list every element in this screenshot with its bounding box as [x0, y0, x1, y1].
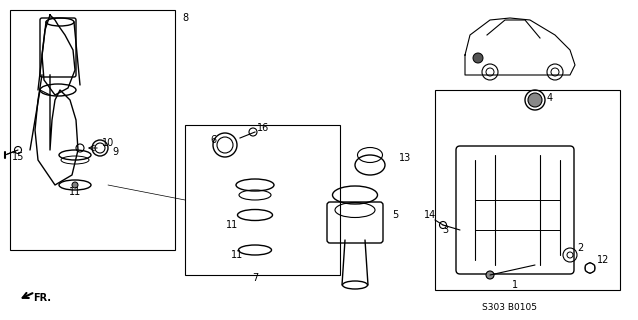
Text: 10: 10	[102, 138, 114, 148]
Text: 12: 12	[597, 255, 609, 265]
Circle shape	[486, 271, 494, 279]
Text: FR.: FR.	[33, 293, 51, 303]
Text: 1: 1	[512, 280, 518, 290]
Bar	[435, 90, 620, 290]
Text: 8: 8	[182, 13, 188, 23]
Text: 3: 3	[442, 225, 448, 235]
Text: 11: 11	[226, 220, 238, 230]
Bar	[10, 10, 175, 250]
Text: 4: 4	[547, 93, 553, 103]
Text: 2: 2	[577, 243, 583, 253]
Circle shape	[528, 93, 542, 107]
Text: 13: 13	[399, 153, 411, 163]
Text: 6: 6	[210, 135, 216, 145]
Text: 5: 5	[392, 210, 398, 220]
Text: 15: 15	[12, 152, 24, 162]
Circle shape	[473, 53, 483, 63]
Text: 11: 11	[69, 187, 81, 197]
Bar	[185, 125, 340, 275]
Text: 16: 16	[257, 123, 269, 133]
Text: S303 B0105: S303 B0105	[482, 303, 537, 313]
Circle shape	[72, 182, 78, 188]
Text: 7: 7	[252, 273, 258, 283]
Text: 14: 14	[424, 210, 436, 220]
Text: 9: 9	[112, 147, 118, 157]
Text: 11: 11	[231, 250, 243, 260]
